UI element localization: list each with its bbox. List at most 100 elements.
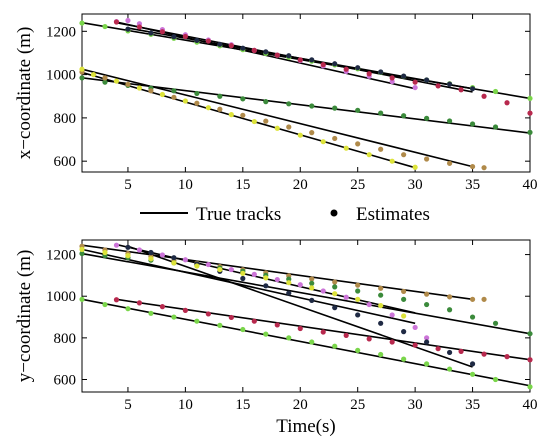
y-axis-label: x−coordinate (m) [14, 27, 35, 160]
estimate-point [102, 75, 108, 81]
estimate-point [378, 285, 384, 291]
estimate-point [194, 100, 200, 106]
estimate-point [171, 94, 177, 100]
estimate-point [366, 71, 372, 77]
estimate-point [481, 296, 487, 302]
estimate-point [240, 112, 246, 118]
y-tick-label: 1000 [46, 289, 76, 305]
estimate-point [309, 276, 315, 282]
estimate-point [527, 110, 533, 116]
estimate-point [378, 351, 384, 358]
estimate-point [401, 113, 407, 119]
estimate-point [389, 75, 395, 81]
estimate-point [194, 37, 200, 44]
estimate-point [148, 310, 154, 316]
estimate-point [171, 255, 177, 261]
estimate-point [274, 276, 280, 283]
estimate-point [355, 65, 361, 71]
estimate-point [527, 331, 533, 337]
estimate-point [378, 69, 384, 75]
estimate-point [378, 320, 384, 326]
estimate-point [217, 106, 223, 112]
estimate-point [274, 322, 280, 328]
estimate-point [251, 47, 257, 53]
estimate-point [240, 275, 246, 282]
estimate-point [125, 253, 131, 259]
estimate-point [389, 158, 395, 164]
y-tick-label: 1200 [46, 24, 76, 40]
estimate-point [527, 95, 533, 102]
estimate-point [401, 288, 407, 295]
estimate-point [240, 45, 246, 51]
estimate-point [309, 130, 315, 136]
true-track-line [81, 68, 473, 168]
estimate-point [79, 296, 85, 302]
estimate-point [378, 146, 384, 152]
y-tick-label: 800 [54, 111, 77, 127]
estimate-point [332, 291, 338, 297]
estimate-point [113, 242, 120, 248]
estimate-point [159, 304, 166, 310]
estimate-point [309, 285, 315, 291]
estimate-point [424, 361, 430, 367]
estimate-point [332, 284, 338, 290]
estimate-point [412, 342, 418, 348]
estimate-point [263, 99, 269, 105]
estimate-point [320, 288, 326, 294]
estimate-point [469, 361, 476, 367]
estimate-point [148, 256, 154, 262]
legend-label-true-tracks: True tracks [196, 204, 281, 225]
estimate-point [469, 314, 476, 320]
estimate-point [412, 79, 418, 85]
estimate-point [125, 17, 131, 24]
estimate-point [412, 164, 418, 170]
estimate-point [504, 100, 510, 106]
estimate-point [378, 110, 384, 116]
estimate-point [446, 81, 453, 87]
estimate-point [274, 52, 280, 58]
legend-dot-swatch [330, 209, 338, 217]
x-coordinate-plot: 5 10 15 20 25 30 35 40 600 800 1000 1200 x−coordinat… [14, 13, 538, 193]
estimate-point [194, 263, 200, 269]
estimate-point [148, 30, 154, 36]
estimate-point [228, 112, 234, 118]
estimate-point [320, 139, 326, 145]
x-tick-label: 25 [350, 177, 365, 193]
estimate-point [136, 300, 143, 306]
estimate-point [366, 301, 372, 308]
x-tick-label: 35 [465, 177, 480, 193]
estimate-point [205, 105, 211, 111]
estimate-point [90, 72, 97, 78]
estimate-point [481, 351, 487, 357]
estimate-point [79, 66, 85, 72]
estimate-point [217, 322, 223, 328]
estimate-point [102, 23, 108, 30]
estimate-point [492, 88, 499, 95]
estimate-point [205, 38, 211, 44]
estimate-point [194, 90, 200, 97]
estimate-point [343, 66, 349, 72]
estimate-point [182, 257, 188, 263]
estimate-point [355, 282, 361, 288]
estimate-point [366, 152, 372, 158]
estimate-point [286, 280, 292, 286]
estimate-point [469, 296, 476, 302]
estimate-point [309, 103, 315, 109]
estimate-point [446, 366, 453, 372]
estimate-point [401, 313, 407, 319]
estimate-point [171, 260, 177, 266]
x-tick-label: 25 [350, 397, 365, 413]
x-tick-label: 35 [465, 397, 480, 413]
estimate-point [412, 84, 418, 91]
estimate-point [355, 312, 361, 318]
estimate-point [401, 73, 407, 79]
estimate-point [401, 152, 407, 158]
estimate-point [205, 311, 211, 317]
estimate-point [401, 329, 407, 335]
estimate-point [171, 314, 177, 320]
estimate-point [113, 19, 120, 25]
estimate-point [263, 275, 269, 281]
x-tick-label: 20 [293, 397, 308, 413]
estimate-point [332, 279, 338, 285]
estimate-point [251, 318, 257, 324]
